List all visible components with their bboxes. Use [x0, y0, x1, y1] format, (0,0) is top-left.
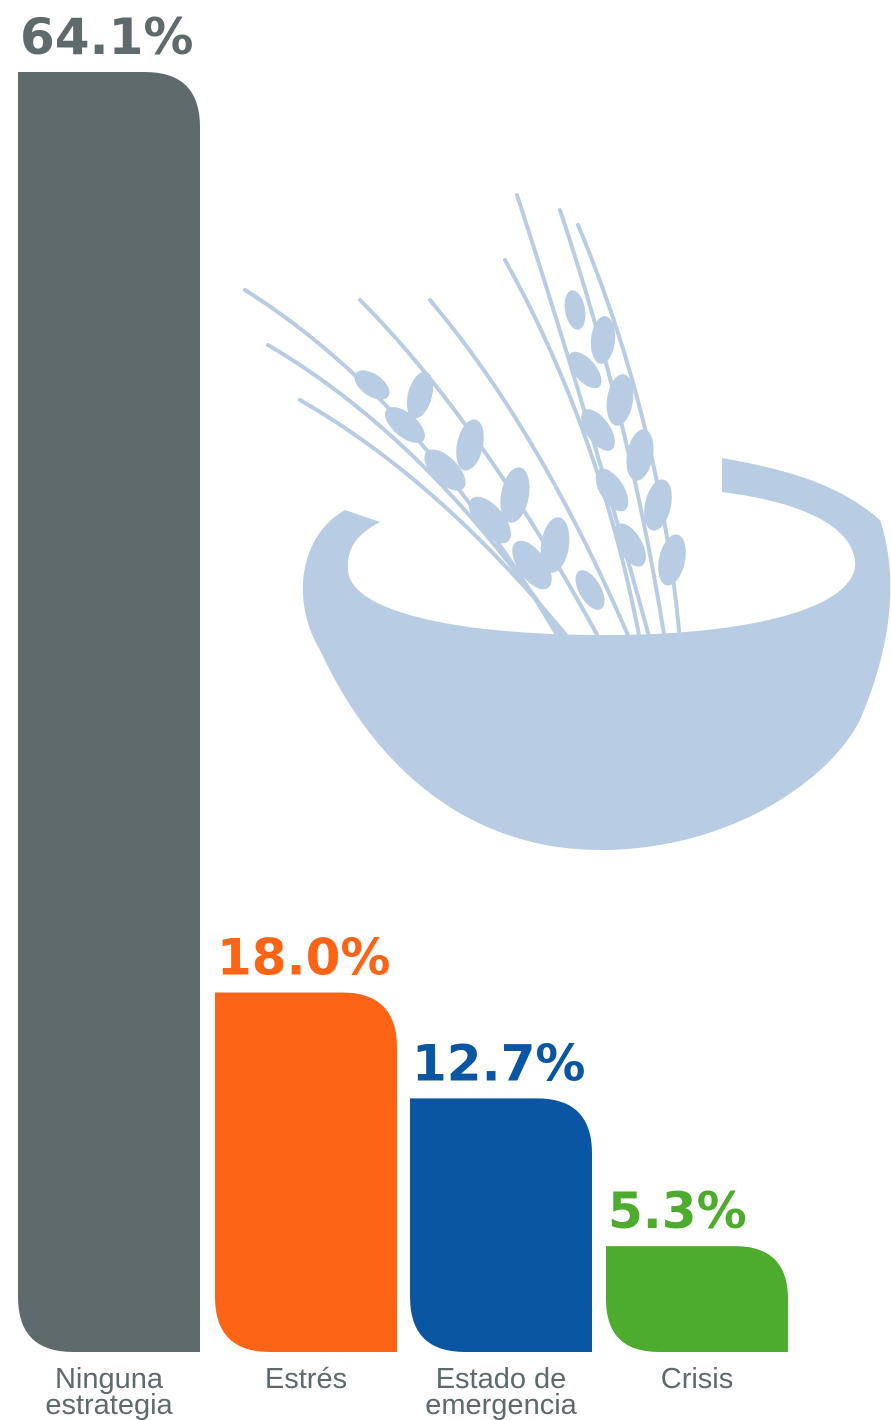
- bowl: [302, 458, 891, 850]
- category-label-2: Estrés: [265, 1363, 347, 1395]
- category-label-line: Estado de: [436, 1363, 567, 1395]
- category-labels-group: Ninguna estrategia Estrés Estado de emergenc…: [45, 1363, 733, 1420]
- category-label-line: emergencia: [425, 1389, 577, 1420]
- value-label-1: 64.1%: [20, 8, 193, 66]
- bar-4: [606, 1246, 788, 1352]
- category-label-line: Ninguna: [55, 1363, 164, 1395]
- bars-group: [18, 72, 788, 1352]
- category-label-3: Estado de emergencia: [425, 1363, 577, 1420]
- wheat-grains: [354, 290, 686, 610]
- value-label-2: 18.0%: [217, 929, 390, 987]
- category-label-1: Ninguna estrategia: [45, 1363, 173, 1420]
- category-label-line: Estrés: [265, 1363, 347, 1395]
- category-label-line: Crisis: [661, 1363, 734, 1395]
- value-label-3: 12.7%: [412, 1034, 585, 1092]
- bar-2: [215, 992, 397, 1352]
- category-label-line: estrategia: [45, 1389, 173, 1420]
- bar-3: [410, 1098, 592, 1352]
- bar-1: [18, 72, 200, 1352]
- value-labels-group: 64.1% 18.0% 12.7% 5.3%: [20, 8, 747, 1240]
- category-label-4: Crisis: [661, 1363, 734, 1395]
- wheat-bowl-icon: [243, 193, 891, 850]
- value-label-4: 5.3%: [608, 1182, 747, 1240]
